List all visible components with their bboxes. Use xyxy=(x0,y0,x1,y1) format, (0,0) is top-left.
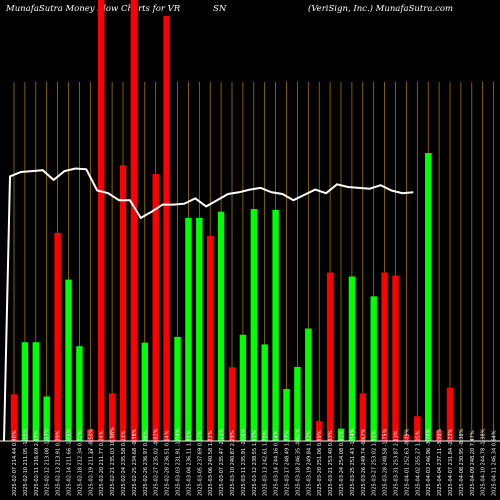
bar xyxy=(10,394,18,441)
x-tick-label: 2025-02-20 211.77 0.24% xyxy=(99,430,105,496)
bar xyxy=(141,342,148,441)
x-tick-label: 2025-03-26 249.74 -0.67% xyxy=(361,428,367,496)
bar xyxy=(174,336,181,441)
x-tick-label: 2025-03-24 254.08 0.27% xyxy=(339,430,345,496)
bar xyxy=(228,367,236,441)
x-tick-label: 2025-03-07 235.47 -2.12% xyxy=(219,428,225,496)
bar xyxy=(250,209,257,441)
x-tick-label: 2025-02-24 235.58 0.23% xyxy=(121,430,127,496)
x-tick-label: 2025-04-07 231.84 -2.22% xyxy=(448,428,454,496)
bar xyxy=(98,0,105,441)
x-tick-label: 2025-02-21 235.03 10.98% xyxy=(110,427,116,496)
x-tick-label: 2025-03-11 235.91 -2.06% xyxy=(241,428,247,496)
bar xyxy=(54,232,61,441)
x-tick-label: 2025-03-13 242.61 1.70% xyxy=(263,430,269,496)
bar xyxy=(43,396,50,441)
bar xyxy=(163,15,170,441)
bar xyxy=(185,217,192,441)
bar xyxy=(152,174,159,441)
bar xyxy=(239,334,247,441)
bar xyxy=(217,211,225,441)
x-tick-label: 2025-02-11 216.69 2.67% xyxy=(34,430,40,496)
x-tick-label: 2025-02-14 211.66 -1.05% xyxy=(67,428,73,496)
bar xyxy=(403,434,410,441)
x-tick-label: 2025-04-08 230.95 -0.38% xyxy=(459,428,465,496)
x-tick-label: 2025-04-02 255.27 1.05% xyxy=(415,430,421,496)
x-tick-label: 2025-02-12 213.08 -1.67% xyxy=(45,428,51,496)
bar xyxy=(207,235,214,441)
x-tick-label: 2025-02-25 234.68 -0.38% xyxy=(132,428,138,496)
x-tick-label: 2025-03-17 248.49 1.77% xyxy=(285,430,291,496)
x-tick-label: 2025-03-28 248.58 -1.75% xyxy=(383,428,389,496)
x-tick-label: 2025-03-10 240.87 2.29% xyxy=(230,430,236,496)
bar xyxy=(272,209,279,441)
bar xyxy=(65,279,72,441)
header-symbol: SN xyxy=(213,4,227,14)
x-tick-label: 2025-03-25 251.43 -1.04% xyxy=(350,428,356,496)
bar xyxy=(196,217,203,441)
x-tick-label: 2025-04-09 248.20 7.47% xyxy=(470,430,476,496)
x-tick-label: 2025-04-04 237.11 -3.99% xyxy=(437,428,443,496)
x-tick-label: 2025-02-07 214.44 0.40% xyxy=(12,430,18,496)
bar-series xyxy=(10,0,454,442)
bar xyxy=(32,342,39,441)
x-tick-label: 2025-02-27 235.02 -0.82% xyxy=(154,428,160,496)
x-tick-label: 2025-04-01 252.63 -0.49% xyxy=(404,428,410,496)
x-tick-label: 2025-03-06 240.58 1.22% xyxy=(208,430,214,496)
bar xyxy=(130,0,138,441)
x-tick-label: 2025-03-20 251.06 0.49% xyxy=(317,430,323,496)
x-tick-labels: 2025-02-07 214.44 0.40% 2025-02-10 211.05… xyxy=(12,427,498,496)
header-site: (VeriSign, Inc.) MunafaSutra.com xyxy=(308,4,454,14)
x-tick-label: 2025-02-28 236.51 0.64% xyxy=(165,430,171,496)
bar xyxy=(283,388,290,441)
bar xyxy=(316,421,323,441)
x-tick-label: 2025-04-11 246.34 0.64% xyxy=(492,430,498,496)
x-tick-label: 2025-02-18 212.34 0.32% xyxy=(77,430,83,496)
bar xyxy=(337,428,345,441)
chart-header: MunafaSutra Money Flow Charts for VR SN … xyxy=(0,4,500,18)
x-tick-label: 2025-02-26 236.97 0.98% xyxy=(143,430,149,496)
bar xyxy=(261,344,268,441)
x-tick-label: 2025-03-27 253.02 1.31% xyxy=(372,430,378,496)
bar xyxy=(119,165,127,441)
bar xyxy=(108,393,116,441)
bar xyxy=(359,393,366,441)
bar xyxy=(435,430,443,441)
money-flow-line xyxy=(3,167,414,442)
bar xyxy=(425,153,432,442)
x-tick-label: 2025-03-12 238.55 1.12% xyxy=(252,430,258,496)
x-tick-label: 2025-03-18 246.35 -0.86% xyxy=(295,428,301,496)
x-tick-label: 2025-03-31 253.87 2.13% xyxy=(394,430,400,496)
x-tick-label: 2025-03-19 249.84 1.42% xyxy=(306,430,312,496)
bar xyxy=(414,416,421,441)
bar xyxy=(294,366,301,441)
header-title: MunafaSutra Money Flow Charts for VR xyxy=(6,4,181,14)
x-tick-label: 2025-02-10 211.05 -1.58% xyxy=(23,428,29,496)
x-tick-label: 2025-02-13 213.91 0.39% xyxy=(56,430,62,496)
bar xyxy=(392,275,399,441)
bar xyxy=(348,276,356,441)
x-tick-label: 2025-04-10 244.78 -1.38% xyxy=(481,428,487,496)
x-tick-label: 2025-03-03 231.91 -1.94% xyxy=(176,428,182,496)
x-tick-label: 2025-03-04 236.11 1.81% xyxy=(186,430,192,496)
x-tick-label: 2025-03-14 244.16 0.64% xyxy=(274,430,280,496)
bar xyxy=(326,272,334,441)
bar xyxy=(21,342,29,441)
bar xyxy=(381,272,388,441)
bar xyxy=(370,296,377,441)
bar xyxy=(87,429,94,441)
marker-label: 5 xyxy=(90,449,93,455)
x-tick-label: 2025-03-05 237.69 0.67% xyxy=(197,430,203,496)
bar xyxy=(446,387,454,441)
bar xyxy=(76,346,83,441)
x-tick-label: 2025-04-03 246.96 -3.26% xyxy=(426,428,432,496)
bar xyxy=(305,328,312,441)
x-tick-label: 2025-02-19 211.27 -0.50% xyxy=(88,428,94,496)
x-tick-label: 2025-03-21 253.40 0.93% xyxy=(328,430,334,496)
